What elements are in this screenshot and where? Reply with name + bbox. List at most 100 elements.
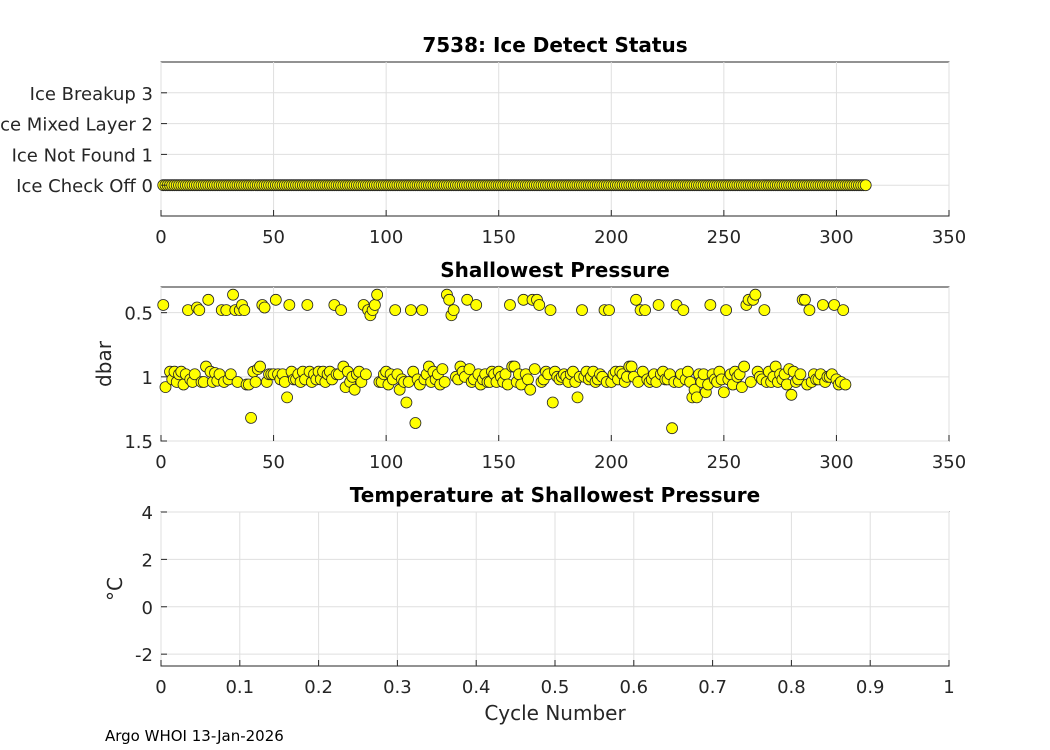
shallowest-pressure-point <box>405 304 417 317</box>
shallowest-pressure-point <box>524 383 537 396</box>
ice-detect-status-xtick-label: 0 <box>155 227 166 248</box>
shallowest-pressure-point <box>461 293 474 306</box>
shallowest-pressure-xtick-label: 100 <box>369 452 403 473</box>
shallowest-pressure-point <box>443 293 456 306</box>
ice-detect-status-title: 7538: Ice Detect Status <box>422 33 687 57</box>
shallowest-pressure-point <box>389 304 402 317</box>
shallowest-pressure-ytick-label: 1.5 <box>124 432 153 453</box>
shallowest-pressure-xtick-label: 150 <box>482 452 516 473</box>
temperature-xtick-label: 0.2 <box>304 677 333 698</box>
shallowest-pressure-point <box>677 304 690 317</box>
shallowest-pressure-point <box>544 304 557 317</box>
shallowest-pressure-point <box>371 288 384 301</box>
shallowest-pressure-ytick-label: 0.5 <box>124 304 153 325</box>
ice-detect-status-xtick-label: 300 <box>819 227 853 248</box>
ice-detect-status-ytick-label: Ice Not Found 1 <box>12 145 153 166</box>
shallowest-pressure-point <box>368 299 381 311</box>
shallowest-pressure-point <box>463 363 476 376</box>
shallowest-pressure-point <box>447 304 460 317</box>
temperature-ylabel: °C <box>103 577 127 601</box>
shallowest-pressure-point <box>283 299 296 311</box>
shallowest-pressure-point <box>799 293 811 306</box>
shallowest-pressure-xtick-label: 300 <box>819 452 853 473</box>
temperature-xtick-label: 0.7 <box>698 677 727 698</box>
temperature-grid <box>160 511 950 666</box>
temperature-xtick-label: 0.8 <box>777 677 806 698</box>
shallowest-pressure-point <box>690 391 703 404</box>
temperature-xtick-label: 0.4 <box>462 677 491 698</box>
temperature-xtick-label: 0 <box>155 677 166 698</box>
shallowest-pressure-point <box>409 417 422 429</box>
shallowest-pressure-point <box>335 304 348 317</box>
shallowest-pressure-point <box>188 368 201 381</box>
shallowest-pressure-point <box>785 388 798 401</box>
shallowest-pressure-point <box>504 299 516 311</box>
shallowest-pressure-point <box>269 293 282 306</box>
shallowest-pressure-point <box>839 378 852 391</box>
shallowest-pressure-point <box>603 304 615 317</box>
shallowest-pressure-xtick-label: 50 <box>262 452 285 473</box>
footer-credit: Argo WHOI 13-Jan-2026 <box>105 727 284 745</box>
ice-detect-status-xtick-label: 350 <box>932 227 966 248</box>
shallowest-pressure-panel: 0 50 100 150 200 250 300 350 0.5 1 1.5 Shallowest … <box>92 258 966 473</box>
shallowest-pressure-point <box>400 396 413 409</box>
ice-detect-status-panel: 0 50 100 150 200 250 300 350 Ice Check Off 0 Ice … <box>0 33 966 248</box>
shallowest-pressure-point <box>436 363 449 376</box>
temperature-xtick-label: 0.6 <box>619 677 648 698</box>
shallowest-pressure-xtick-label: 250 <box>707 452 741 473</box>
shallowest-pressure-point <box>749 288 762 301</box>
ice-detect-status-ytick-label: Ice Check Off 0 <box>16 176 153 197</box>
temperature-xtick-label: 1 <box>943 677 954 698</box>
shallowest-pressure-point <box>522 373 534 386</box>
ice-detect-status-axes <box>160 61 950 217</box>
shallowest-pressure-points <box>157 288 852 435</box>
ice-detect-status-ytick-label: Ice Breakup 3 <box>30 84 153 105</box>
shallowest-pressure-xtick-label: 200 <box>594 452 628 473</box>
shallowest-pressure-point <box>249 376 262 388</box>
shallowest-pressure-point <box>258 301 271 314</box>
ice-detect-status-xtick-label: 200 <box>594 227 628 248</box>
ice-detect-status-ticks: 0 50 100 150 200 250 300 350 Ice Check Off 0 Ice … <box>0 84 966 248</box>
shallowest-pressure-point <box>227 288 239 301</box>
shallowest-pressure-point <box>281 391 293 404</box>
shallowest-pressure-point <box>639 304 651 317</box>
temperature-ytick-label: 0 <box>142 598 153 619</box>
ice-detect-status-xtick-label: 100 <box>369 227 403 248</box>
shallowest-pressure-point <box>576 304 588 317</box>
shallowest-pressure-point <box>817 299 829 311</box>
ice-detect-status-points <box>157 179 872 192</box>
ice-detect-status-ytick-label: Ice Mixed Layer 2 <box>0 115 153 136</box>
shallowest-pressure-point <box>666 422 678 435</box>
shallowest-pressure-point <box>245 411 257 424</box>
temperature-xtick-label: 0.1 <box>225 677 254 698</box>
ice-detect-status-xtick-label: 50 <box>262 227 285 248</box>
shallowest-pressure-point <box>735 381 748 394</box>
temperature-xtick-label: 0.9 <box>856 677 885 698</box>
temperature-ytick-label: -2 <box>135 645 153 666</box>
shallowest-pressure-point <box>681 365 694 378</box>
shallowest-pressure-point <box>193 304 206 317</box>
shallowest-pressure-point <box>758 304 771 317</box>
shallowest-pressure-point <box>438 376 451 388</box>
shallowest-pressure-point <box>238 304 251 317</box>
shallowest-pressure-point <box>224 368 237 381</box>
shallowest-pressure-ticks: 0 50 100 150 200 250 300 350 0.5 1 1.5 <box>124 304 966 473</box>
shallowest-pressure-point <box>254 360 266 373</box>
shallowest-pressure-point <box>359 368 372 381</box>
shallowest-pressure-point <box>528 363 541 376</box>
shallowest-pressure-point <box>652 299 665 311</box>
temperature-xtick-label: 0.5 <box>541 677 570 698</box>
shallowest-pressure-point <box>416 304 429 317</box>
shallowest-pressure-point <box>571 391 584 404</box>
shallowest-pressure-xtick-label: 350 <box>932 452 966 473</box>
shallowest-pressure-point <box>837 304 850 317</box>
shallowest-pressure-point <box>157 299 170 311</box>
temperature-title: Temperature at Shallowest Pressure <box>350 483 760 507</box>
shallowest-pressure-point <box>546 396 559 409</box>
shallowest-pressure-point <box>533 299 546 311</box>
shallowest-pressure-point <box>630 293 642 306</box>
shallowest-pressure-point <box>720 304 733 317</box>
